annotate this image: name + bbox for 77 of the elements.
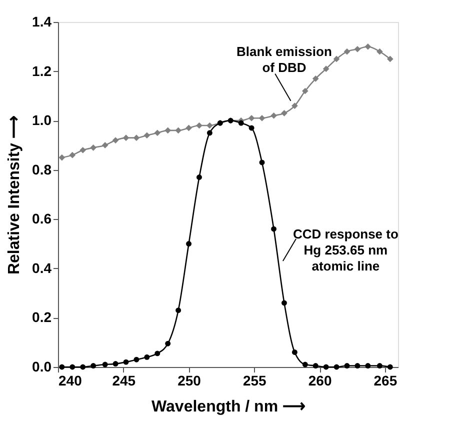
point: [292, 102, 298, 109]
point: [258, 114, 266, 122]
y-tick-label: 0.6: [32, 210, 52, 227]
point: [80, 364, 86, 370]
point: [196, 174, 202, 180]
point: [376, 48, 383, 55]
point: [312, 363, 318, 368]
x-tick-label: 260: [308, 372, 332, 388]
y-tick-label: 1.0: [32, 112, 52, 128]
point: [154, 350, 160, 356]
x-tick-label: 250: [178, 372, 202, 388]
y-tick-label: 0.8: [32, 161, 52, 178]
point: [292, 349, 298, 355]
point: [123, 359, 129, 365]
y-tick-label: 1.2: [32, 62, 52, 79]
point: [59, 364, 65, 370]
point: [312, 76, 319, 82]
point: [302, 362, 308, 368]
point: [281, 300, 287, 306]
point: [102, 362, 108, 368]
y-tick-label: 0.0: [32, 358, 52, 374]
point: [102, 142, 108, 148]
x-tick-label: 265: [374, 372, 398, 388]
point: [80, 146, 86, 154]
point: [112, 137, 119, 144]
point: [323, 364, 329, 370]
point: [134, 356, 140, 362]
point: [376, 363, 382, 368]
point: [133, 134, 140, 141]
point: [144, 132, 150, 139]
point: [176, 308, 182, 314]
point: [90, 363, 96, 368]
point: [344, 48, 350, 55]
point: [248, 125, 254, 131]
annotation: Blank emission of DBD: [236, 44, 332, 75]
point: [354, 46, 361, 52]
x-tick-label: 255: [242, 372, 267, 388]
point: [386, 56, 394, 62]
point: [164, 127, 172, 134]
point: [302, 88, 308, 94]
point: [206, 130, 212, 136]
point: [69, 152, 76, 158]
point: [186, 124, 192, 132]
point: [281, 110, 288, 116]
x-tick-label: 245: [112, 372, 136, 388]
y-tick-label: 1.4: [32, 14, 52, 30]
y-axis-title: Relative Intensity ⟶: [6, 115, 24, 275]
point: [322, 66, 330, 72]
point: [387, 364, 393, 370]
point: [122, 134, 130, 141]
point: [259, 160, 265, 166]
point: [175, 127, 182, 134]
point: [186, 241, 192, 247]
point: [206, 122, 213, 129]
point: [334, 364, 340, 370]
point: [271, 226, 277, 232]
point: [144, 354, 150, 360]
point: [165, 340, 171, 346]
point: [112, 361, 118, 367]
y-tick-label: 0.2: [32, 309, 52, 326]
annotation: CCD response to Hg 253.65 nm atomic line: [292, 226, 398, 274]
point: [238, 120, 244, 126]
point: [270, 112, 277, 119]
point: [196, 122, 202, 129]
point: [333, 56, 340, 62]
point: [248, 114, 255, 122]
x-axis-title: Wavelength / nm ⟶: [152, 398, 306, 416]
point: [90, 144, 96, 151]
x-tick-label: 240: [58, 372, 82, 388]
y-tick-label: 0.4: [32, 260, 52, 276]
point: [154, 130, 161, 136]
point: [70, 364, 76, 370]
point: [354, 363, 360, 368]
point: [58, 154, 66, 161]
point: [365, 363, 371, 368]
point: [364, 43, 372, 50]
point: [344, 363, 350, 368]
